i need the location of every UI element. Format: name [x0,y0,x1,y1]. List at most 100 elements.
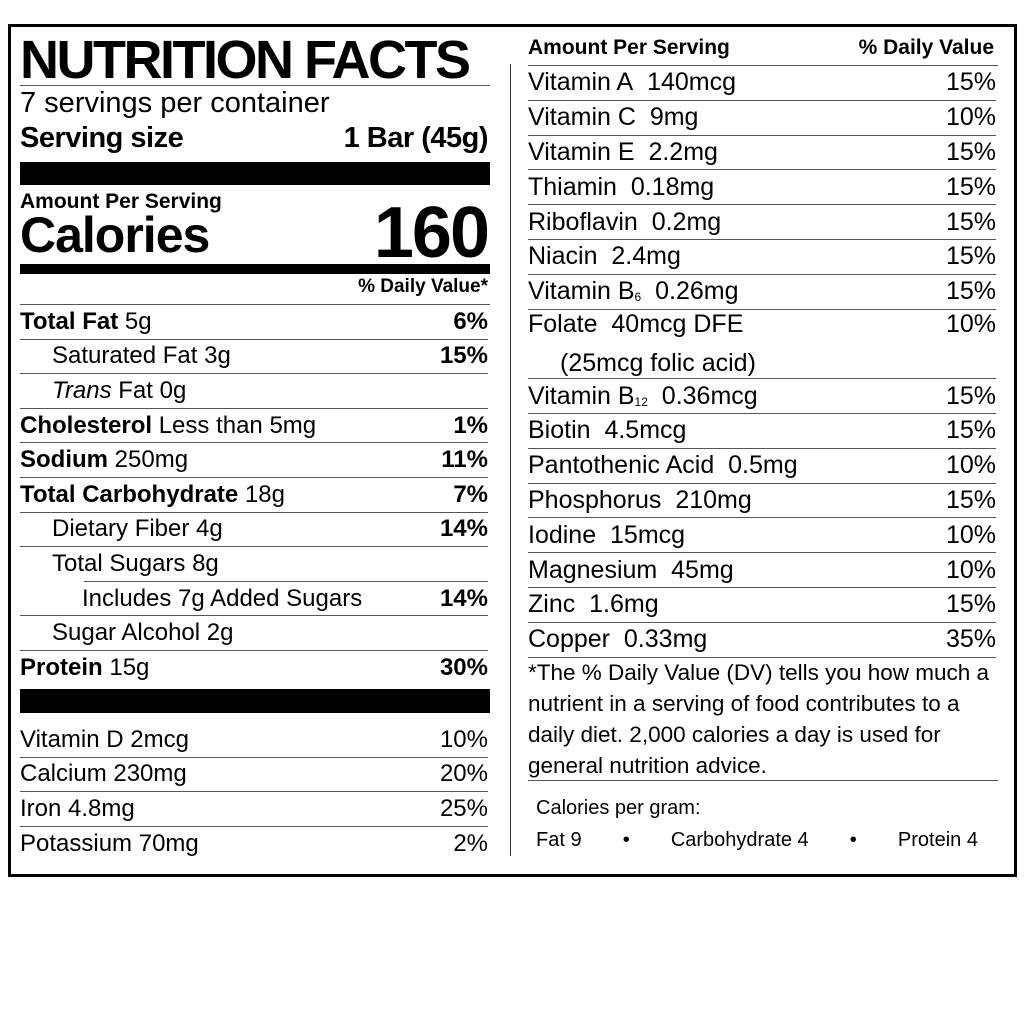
vitamin-row: Magnesium 45mg 10% [528,553,996,588]
nutrient-dv: 14% [439,584,488,612]
vitamin-label: Biotin 4.5mcg [528,416,686,445]
mineral-row: Calcium 230mg 20% [20,758,488,793]
nutrient-name: Sodium [20,446,108,474]
vitamin-label: Vitamin B12 0.36mcg [528,382,758,411]
vitamin-name: Niacin [528,242,598,271]
nutrient-label: Sodium 250mg [20,446,188,474]
vitamin-name: Vitamin B [528,381,635,410]
daily-value-header: % Daily Value [858,36,994,59]
vitamin-row: Thiamin 0.18mg 15% [528,170,996,206]
nutrient-label: Dietary Fiber 4g [20,515,223,543]
vitamin-amount: 1.6mg [589,590,659,619]
vitamin-amount: 9mg [649,103,699,132]
vitamin-dv: 10% [945,451,996,480]
thick-bar [20,162,490,185]
mineral-dv: 2% [453,830,488,858]
daily-value-header: % Daily Value* [358,276,488,297]
servings-per-container: 7 servings per container [20,87,330,119]
vitamin-label: Pantothenic Acid 0.5mg [528,451,798,480]
nutrient-row: Protein 15g 30% [20,651,488,686]
nutrient-row: Trans Fat 0g [20,374,488,409]
vitamin-amount: 0.33mg [623,625,708,654]
vitamin-dv: 15% [945,172,996,201]
vitamin-row: Copper 0.33mg 35% [528,623,996,658]
nutrient-dv: 14% [439,515,488,543]
vitamin-label: Zinc 1.6mg [528,590,659,619]
vitamin-label: Magnesium 45mg [528,556,734,585]
mineral-row: Vitamin D 2mcg 10% [20,723,488,758]
mineral-name: Vitamin D [20,725,124,753]
thick-bar [20,264,490,274]
vitamin-label: Vitamin E 2.2mg [528,138,718,167]
mineral-dv: 20% [439,760,488,788]
nutrient-amount: 250mg [114,446,189,474]
vitamin-main: Folate 40mcg DFE 10% [528,310,996,339]
vitamin-note: (25mcg folic acid) [560,349,756,378]
amount-per-serving: Amount Per Serving [20,190,222,213]
nutrient-amount: 2g [206,619,234,647]
nutrient-row: Total Sugars 8g [20,547,488,582]
nutrient-row: Sugar Alcohol 2g [20,616,488,651]
vitamin-dv: 35% [945,625,996,654]
nutrient-dv: 30% [439,654,488,682]
nutrient-amount: Less than 5mg [158,411,317,439]
vitamin-row: Pantothenic Acid 0.5mg 10% [528,449,996,484]
vitamin-dv: 10% [945,555,996,584]
nutrient-row: Total Fat 5g 6% [20,305,488,340]
bullet-icon: • [849,829,857,851]
serving-size-value: 1 Bar (45g) [343,122,489,154]
vitamin-row: Riboflavin 0.2mg 15% [528,205,996,240]
vitamin-label: Vitamin B6 0.26mg [528,277,739,306]
vitamin-list: Vitamin A 140mcg 15% Vitamin C 9mg 10% Vitam… [528,66,996,658]
footnote: *The % Daily Value (DV) tells you how mu… [528,660,990,778]
nutrient-name: Cholesterol [20,411,153,439]
vitamin-dv: 10% [945,309,996,338]
vitamin-name: Iodine [528,520,597,549]
serving-size-label: Serving size [20,122,184,154]
vitamin-row: Vitamin B12 0.36mcg 15% [528,379,996,414]
mineral-name: Potassium [20,830,133,858]
nutrient-dv: 11% [441,446,488,474]
vitamin-dv: 15% [945,242,996,271]
vitamin-row: Zinc 1.6mg 15% [528,588,996,623]
vitamin-label: Vitamin A 140mcg [528,68,736,97]
vitamin-label: Riboflavin 0.2mg [528,208,721,237]
divider [528,65,998,66]
mineral-amount: 4.8mg [68,794,135,822]
vitamin-dv: 10% [945,103,996,132]
vitamin-row: Vitamin C 9mg 10% [528,101,996,136]
mineral-row: Potassium 70mg 2% [20,827,488,862]
vitamin-row: Folate 40mcg DFE 10% (25mcg folic acid) [528,310,996,380]
nutrient-row: Dietary Fiber 4g 14% [20,513,488,548]
nutrient-row: Saturated Fat 3g 15% [20,340,488,375]
vitamin-row: Phosphorus 210mg 15% [528,484,996,519]
vitamin-label: Copper 0.33mg [528,625,707,654]
vitamin-label: Phosphorus 210mg [528,486,752,515]
nutrient-dv: 15% [439,342,488,370]
vitamin-dv: 15% [945,277,996,306]
vitamin-dv: 10% [945,520,996,549]
vitamin-amount: 0.5mg [728,451,798,480]
vitamin-row: Iodine 15mcg 10% [528,518,996,554]
thick-bar [20,689,490,713]
vitamin-row: Vitamin A 140mcg 15% [528,66,996,101]
nutrient-dv: 1% [453,411,488,439]
nutrient-name: Total Carbohydrate [20,480,239,508]
mineral-label: Calcium 230mg [20,760,187,788]
vitamin-amount: 2.2mg [648,137,718,166]
nutrient-name: Total Fat [20,307,119,335]
mineral-amount: 230mg [113,760,187,788]
vitamin-amount: 40mcg DFE [611,309,744,338]
nutrition-label [8,24,1017,877]
amount-per-serving-header: Amount Per Serving [528,36,730,59]
label-title: NUTRITION FACTS [20,30,471,90]
nutrient-amount: 5g [124,307,152,335]
vitamin-dv: 15% [945,381,996,410]
vitamin-dv: 15% [945,137,996,166]
vitamin-dv: 15% [945,416,996,445]
nutrient-amount: 3g [204,342,231,370]
nutrient-label: Total Fat 5g [20,308,152,336]
nutrient-list: Total Fat 5g 6% Saturated Fat 3g 15% Trans F… [20,305,488,686]
vitamin-amount: 140mcg [647,68,737,97]
divider [20,85,490,86]
